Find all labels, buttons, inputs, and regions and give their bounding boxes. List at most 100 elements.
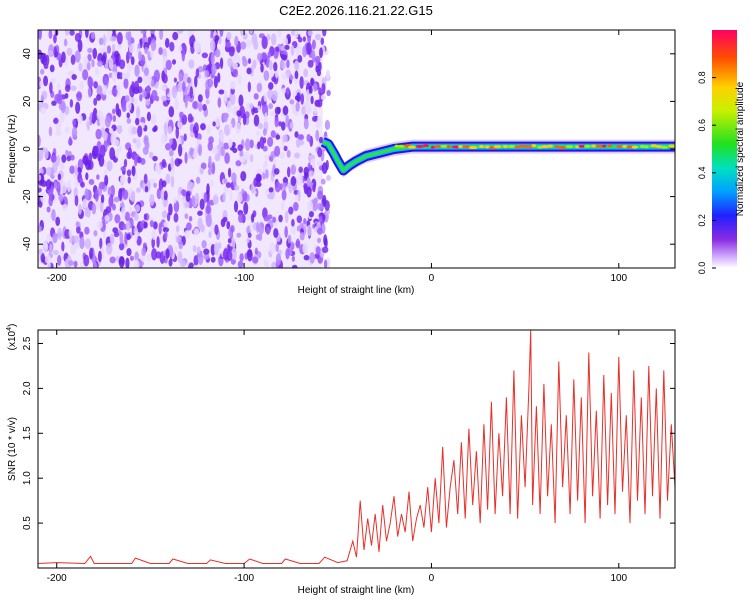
noise-blob [108, 195, 114, 208]
noise-blob [165, 59, 172, 71]
noise-blob [289, 121, 294, 129]
noise-blob [126, 169, 132, 177]
noise-blob [121, 99, 128, 112]
noise-blob [209, 39, 216, 52]
noise-blob [50, 154, 57, 163]
noise-blob [249, 221, 254, 233]
noise-blob [296, 92, 301, 103]
noise-blob [256, 221, 260, 234]
signal-peak [616, 144, 623, 148]
noise-blob [134, 80, 140, 92]
noise-blob [212, 121, 216, 127]
noise-blob [231, 247, 237, 260]
noise-blob [246, 67, 252, 75]
noise-blob [86, 120, 91, 131]
signal-peak [440, 144, 449, 148]
signal-peak [584, 144, 591, 148]
snr-scale-close: ) [7, 324, 18, 327]
noise-blob [307, 200, 314, 213]
noise-blob [71, 126, 78, 139]
noise-blob [183, 133, 187, 142]
noise-blob [150, 39, 157, 51]
noise-blob [286, 59, 290, 69]
noise-blob [66, 180, 72, 192]
noise-blob [199, 167, 204, 175]
noise-blob [68, 229, 73, 238]
noise-blob [52, 232, 58, 244]
noise-blob [214, 35, 220, 41]
signal-peak [493, 145, 502, 149]
noise-blob [249, 103, 254, 109]
noise-blob [277, 106, 281, 114]
noise-blob [109, 128, 114, 135]
noise-blob [291, 264, 298, 268]
noise-blob [247, 58, 252, 65]
noise-blob [100, 194, 105, 204]
noise-blob [168, 258, 173, 267]
snr-y-axis: 0.5 1.0 1.5 2.0 2.5 [22, 336, 675, 530]
x-tick-label: -200 [47, 573, 67, 584]
colorbar: 0.0 0.2 0.4 0.6 0.8 Normalized spectral ampl… [697, 30, 746, 274]
noise-blob [177, 81, 184, 93]
signal-peak [446, 145, 451, 149]
noise-blob [132, 138, 137, 144]
noise-blob [114, 214, 121, 224]
noise-blob [182, 80, 186, 92]
noise-blob [163, 190, 168, 201]
noise-blob [38, 187, 42, 193]
noise-blob [184, 95, 188, 109]
noise-blob [290, 225, 297, 235]
noise-blob [313, 82, 318, 92]
noise-blob [113, 196, 120, 203]
noise-blob [84, 226, 90, 235]
noise-blob [124, 95, 130, 102]
noise-blob [259, 136, 265, 149]
noise-blob [125, 51, 130, 64]
noise-blob [281, 121, 286, 131]
noise-blob [127, 176, 131, 184]
noise-blob [107, 186, 112, 196]
noise-blob [269, 111, 275, 117]
noise-blob [93, 97, 98, 106]
noise-blob [226, 31, 232, 41]
x-tick-label: 0 [429, 573, 435, 584]
noise-blob [282, 134, 288, 143]
noise-blob [237, 74, 242, 85]
noise-blob [299, 231, 305, 241]
noise-blob [273, 61, 278, 72]
noise-blob [48, 126, 53, 137]
noise-blob [89, 247, 94, 260]
noise-blob [86, 62, 91, 71]
noise-blob [271, 90, 278, 102]
noise-blob [211, 161, 216, 175]
noise-blob [116, 31, 123, 45]
noise-blob [219, 131, 225, 142]
noise-blob [87, 76, 94, 89]
noise-blob [268, 82, 274, 90]
noise-blob [121, 72, 126, 79]
noise-blob [297, 54, 303, 63]
noise-blob [237, 144, 244, 152]
y-tick-label: 0.5 [22, 516, 33, 530]
colorbar-tick-label: 0.2 [697, 214, 707, 227]
noise-blob [120, 166, 126, 172]
noise-blob [195, 176, 201, 184]
noise-blob [258, 232, 263, 242]
y-tick-label: 20 [22, 95, 33, 107]
noise-blob [184, 230, 190, 238]
noise-blob [284, 44, 290, 50]
noise-blob [44, 254, 52, 264]
noise-blob [146, 84, 151, 94]
noise-blob [272, 216, 277, 223]
noise-blob [122, 189, 129, 200]
noise-blob [319, 47, 323, 59]
noise-blob [245, 39, 252, 48]
noise-blob [180, 189, 187, 195]
noise-blob [118, 242, 125, 251]
noise-blob [262, 128, 267, 136]
noise-blob [191, 195, 196, 206]
noise-blob [61, 203, 68, 211]
noise-blob [162, 73, 168, 84]
noise-blob [111, 203, 116, 211]
noise-blob [201, 240, 207, 249]
